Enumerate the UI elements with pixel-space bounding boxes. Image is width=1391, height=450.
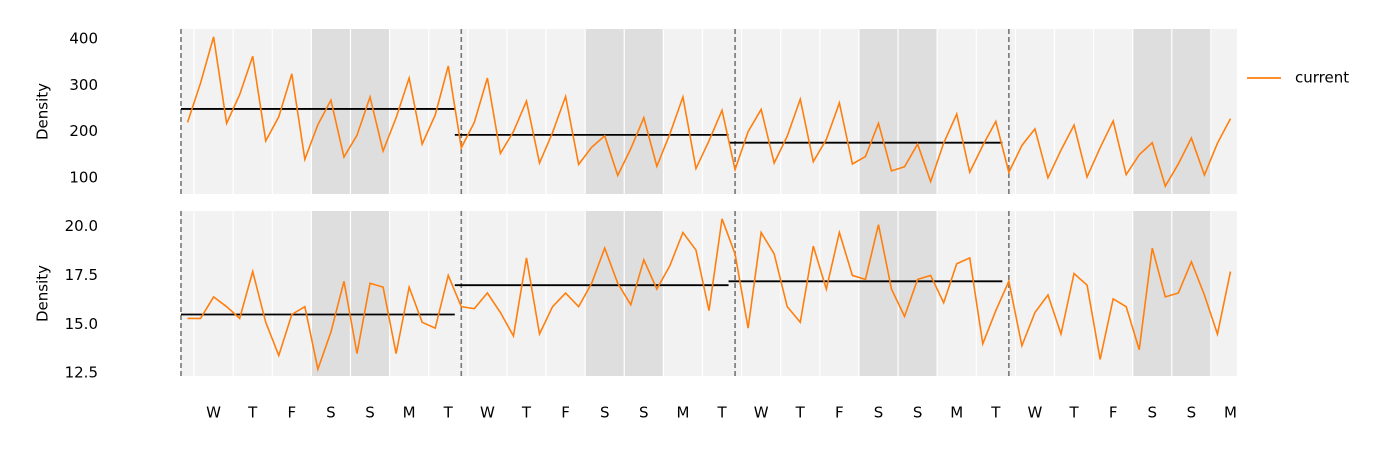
x-tick-label: T — [247, 404, 258, 422]
x-tick-label: W — [754, 404, 769, 422]
y-tick-label: 400 — [69, 30, 98, 48]
x-tick-label: T — [795, 404, 806, 422]
x-tick-label: W — [206, 404, 221, 422]
x-tick-label: S — [874, 404, 884, 422]
y-tick-label: 20.0 — [65, 217, 98, 235]
x-tick-label: F — [287, 404, 296, 422]
x-tick-label: F — [1109, 404, 1118, 422]
x-tick-label: M — [950, 404, 963, 422]
x-tick-label: S — [600, 404, 610, 422]
x-tick-label: S — [365, 404, 375, 422]
x-tick-label: T — [1068, 404, 1079, 422]
x-tick-label: S — [1147, 404, 1157, 422]
legend-label: current — [1295, 69, 1349, 87]
x-tick-label: F — [835, 404, 844, 422]
y-tick-label: 300 — [69, 76, 98, 94]
y-axis-label: Density — [34, 265, 52, 322]
y-tick-label: 17.5 — [65, 266, 98, 284]
x-tick-label: S — [639, 404, 649, 422]
series-line — [187, 218, 1232, 373]
y-tick-label: 12.5 — [65, 364, 98, 382]
y-tick-label: 100 — [69, 168, 98, 186]
x-tick-label: S — [913, 404, 923, 422]
y-tick-label: 200 — [69, 122, 98, 140]
y-axis-label: Density — [34, 83, 52, 140]
x-tick-label: M — [403, 404, 416, 422]
x-tick-label: S — [1187, 404, 1197, 422]
x-tick-label: M — [1224, 404, 1237, 422]
x-tick-label: S — [326, 404, 336, 422]
y-tick-label: 15.0 — [65, 315, 98, 333]
series-line — [186, 36, 1232, 189]
x-tick-label: M — [676, 404, 689, 422]
x-tick-label: T — [990, 404, 1001, 422]
x-tick-label: T — [521, 404, 532, 422]
x-tick-label: T — [443, 404, 454, 422]
x-tick-label: F — [561, 404, 570, 422]
x-tick-label: T — [716, 404, 727, 422]
x-tick-label: W — [480, 404, 495, 422]
x-tick-label: W — [1028, 404, 1043, 422]
